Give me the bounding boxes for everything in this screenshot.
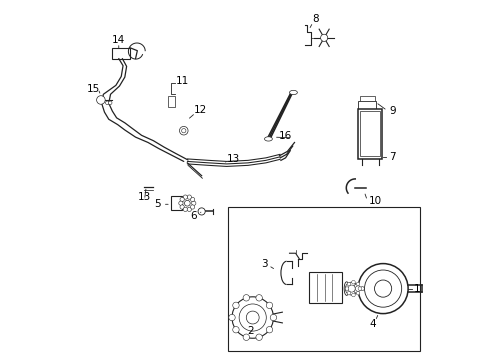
Text: 16: 16 xyxy=(278,131,291,141)
Circle shape xyxy=(266,302,272,309)
Circle shape xyxy=(320,34,327,41)
Circle shape xyxy=(355,282,359,286)
Circle shape xyxy=(246,311,259,324)
Circle shape xyxy=(243,294,249,301)
Text: 5: 5 xyxy=(154,199,160,209)
Text: 3: 3 xyxy=(260,259,267,269)
Bar xyxy=(171,196,182,210)
Circle shape xyxy=(232,327,239,333)
Bar xyxy=(357,109,382,158)
Text: 7: 7 xyxy=(388,152,395,162)
Text: 12: 12 xyxy=(194,105,207,115)
Circle shape xyxy=(180,205,184,209)
Circle shape xyxy=(345,282,357,295)
Circle shape xyxy=(228,314,235,321)
Bar xyxy=(228,207,419,351)
Bar xyxy=(111,48,130,59)
Circle shape xyxy=(181,129,185,133)
Circle shape xyxy=(346,282,350,286)
Text: 13: 13 xyxy=(226,154,239,163)
Circle shape xyxy=(231,297,273,338)
Circle shape xyxy=(355,291,359,295)
Circle shape xyxy=(184,201,190,206)
Text: 11: 11 xyxy=(175,76,188,86)
Text: 14: 14 xyxy=(112,35,125,45)
Ellipse shape xyxy=(264,137,272,141)
Circle shape xyxy=(183,195,187,199)
Circle shape xyxy=(232,302,239,309)
Circle shape xyxy=(179,201,183,205)
Text: 9: 9 xyxy=(388,106,395,116)
Circle shape xyxy=(187,195,191,199)
Circle shape xyxy=(355,286,360,291)
Circle shape xyxy=(180,197,184,202)
Circle shape xyxy=(97,96,105,104)
Circle shape xyxy=(357,264,407,314)
Circle shape xyxy=(198,208,205,215)
Circle shape xyxy=(108,101,112,105)
Circle shape xyxy=(374,280,391,297)
Text: 6: 6 xyxy=(190,211,197,221)
Circle shape xyxy=(351,280,354,284)
Ellipse shape xyxy=(344,282,348,296)
Circle shape xyxy=(352,284,363,294)
Bar xyxy=(167,96,175,107)
Circle shape xyxy=(239,304,266,331)
Circle shape xyxy=(191,201,196,205)
Circle shape xyxy=(183,207,187,211)
Circle shape xyxy=(364,270,401,307)
Circle shape xyxy=(351,293,354,297)
Text: 13: 13 xyxy=(138,192,151,202)
Circle shape xyxy=(345,287,348,291)
Circle shape xyxy=(266,327,272,333)
Ellipse shape xyxy=(289,90,297,95)
Bar xyxy=(359,96,374,101)
Circle shape xyxy=(270,314,276,321)
Text: 8: 8 xyxy=(312,14,319,24)
Circle shape xyxy=(190,205,194,209)
Circle shape xyxy=(357,287,361,291)
Circle shape xyxy=(255,294,262,301)
Circle shape xyxy=(187,207,191,211)
Bar xyxy=(360,111,380,157)
Circle shape xyxy=(255,334,262,341)
Text: 1: 1 xyxy=(413,284,419,294)
Circle shape xyxy=(105,101,109,105)
Circle shape xyxy=(243,334,249,341)
Text: 4: 4 xyxy=(369,319,376,329)
Bar xyxy=(308,272,341,303)
Circle shape xyxy=(179,126,188,135)
Text: 15: 15 xyxy=(87,84,100,94)
Bar xyxy=(357,101,376,109)
Text: 10: 10 xyxy=(368,196,381,206)
Circle shape xyxy=(347,285,354,292)
Circle shape xyxy=(360,287,364,291)
Text: 2: 2 xyxy=(246,327,253,337)
Circle shape xyxy=(358,285,365,292)
Circle shape xyxy=(190,197,194,202)
Circle shape xyxy=(346,291,350,295)
